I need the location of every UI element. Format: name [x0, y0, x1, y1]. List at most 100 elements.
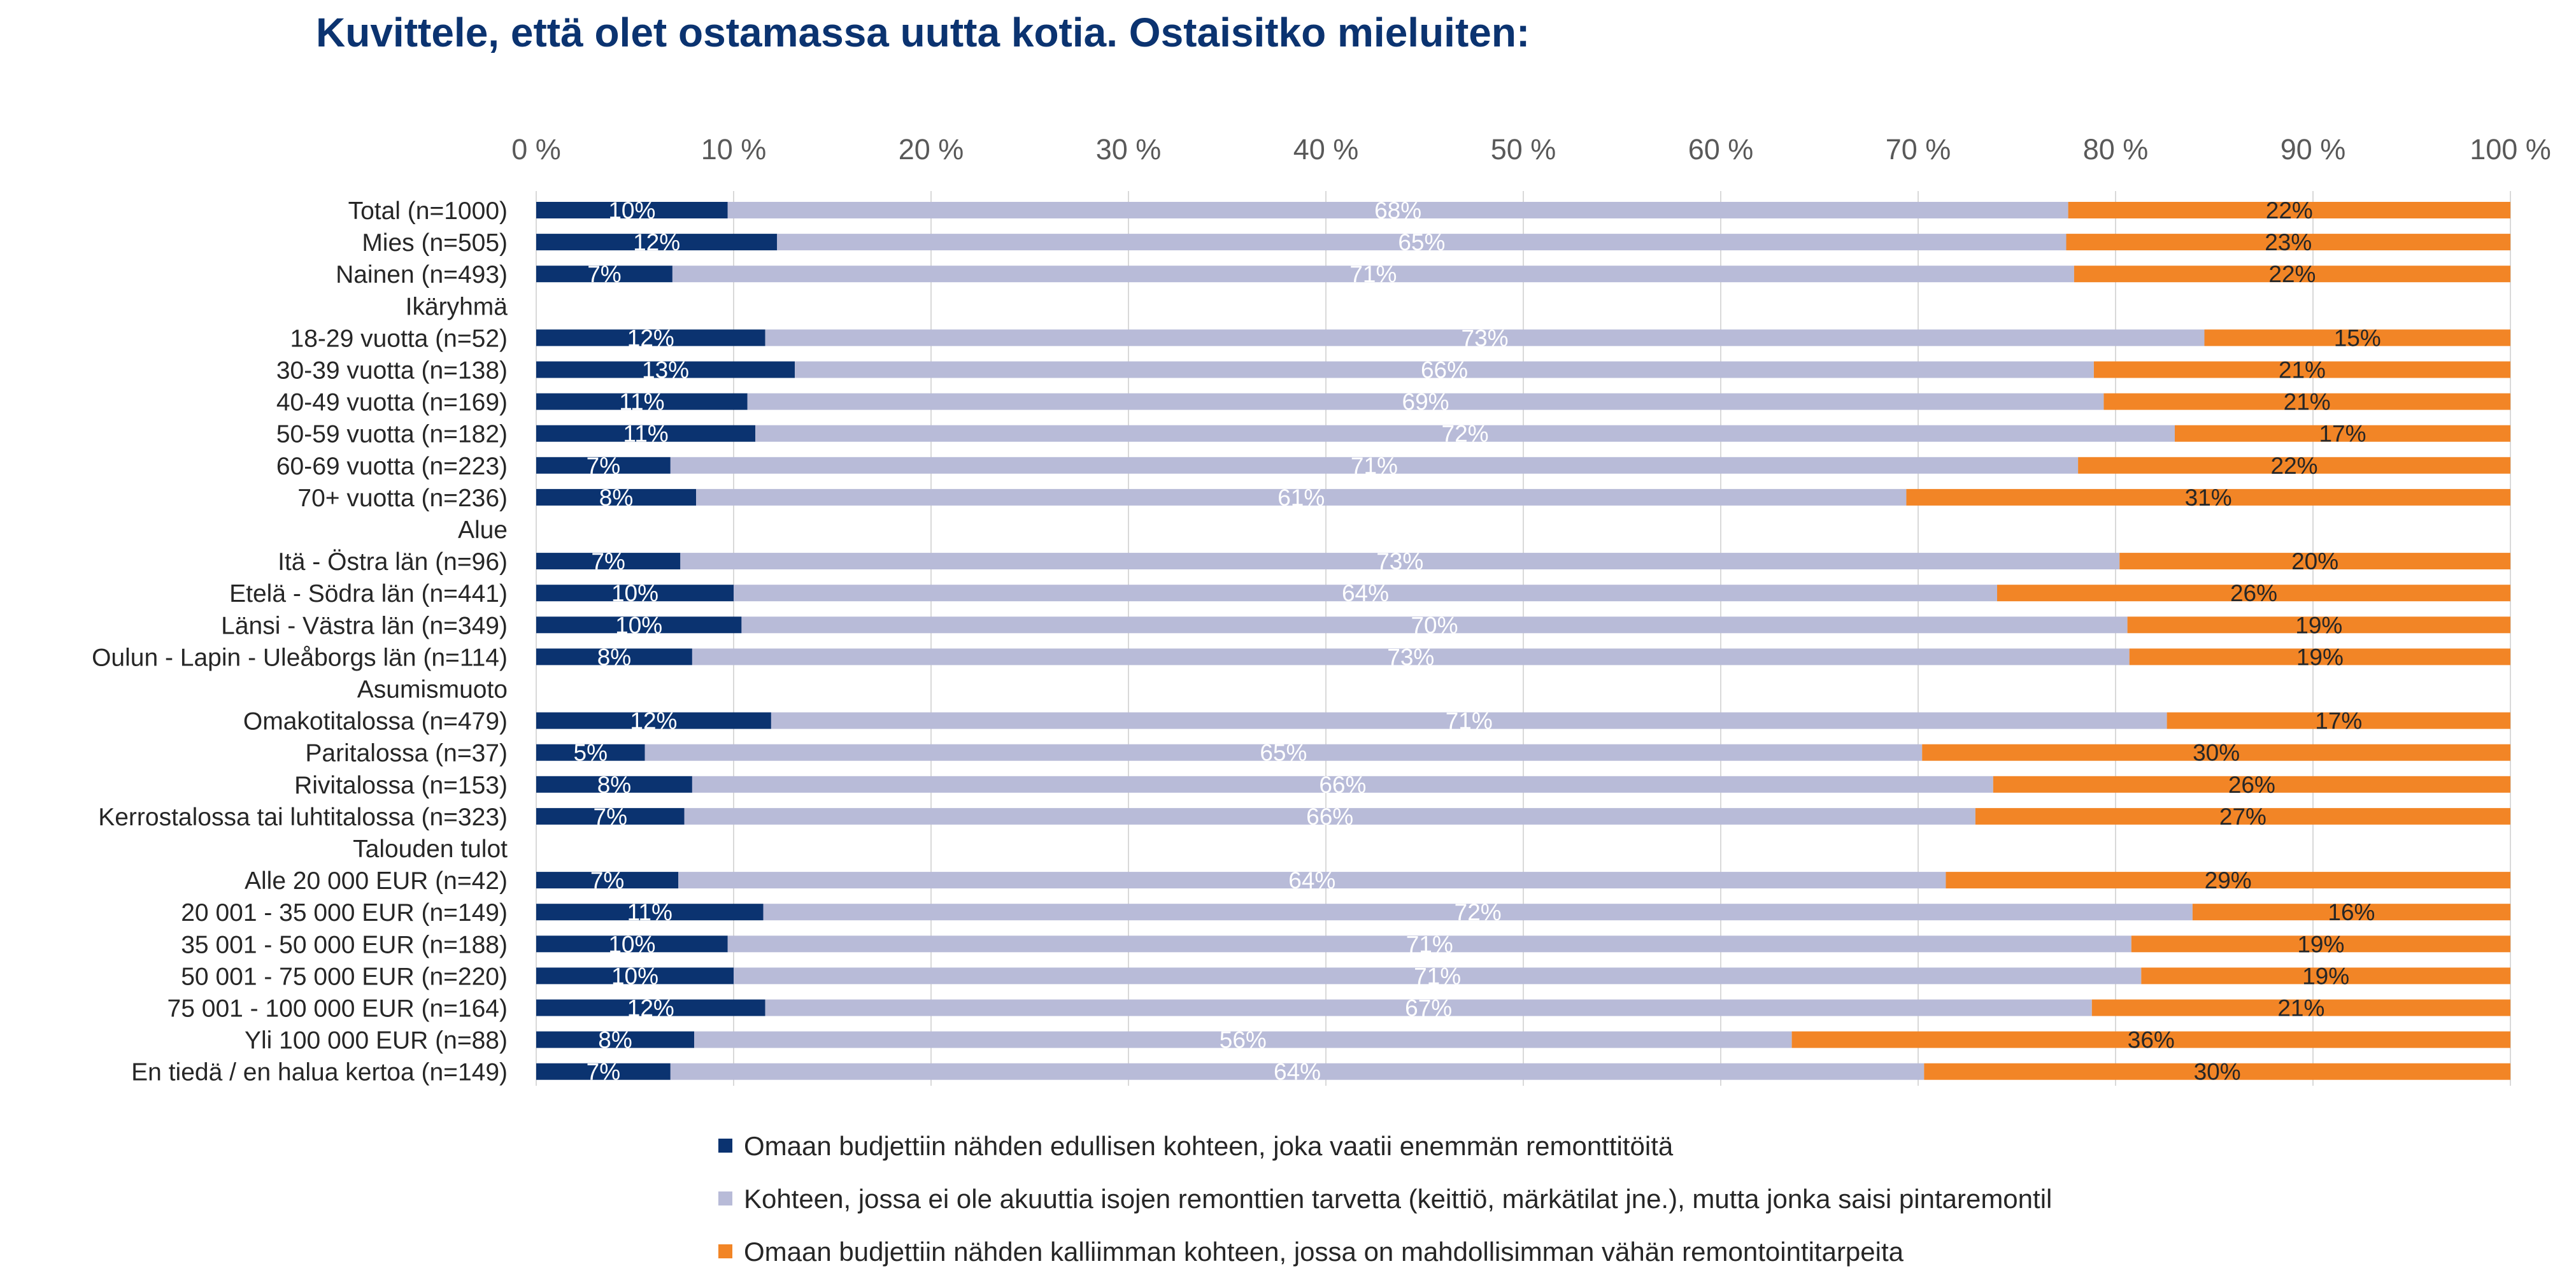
- data-label: 64%: [1288, 867, 1335, 893]
- data-label: 10%: [608, 931, 655, 957]
- category-label: Mies (n=505): [362, 229, 508, 257]
- legend-swatch: [718, 1244, 732, 1258]
- chart-title: Kuvittele, että olet ostamassa uutta kot…: [316, 10, 1530, 55]
- x-tick-label: 100 %: [2470, 133, 2551, 166]
- bar-segment-series-2: [771, 712, 2167, 729]
- data-label: 73%: [1387, 644, 1434, 670]
- bar-segment-series-2: [694, 1031, 1792, 1048]
- x-tick-label: 80 %: [2083, 133, 2149, 166]
- bar-segment-series-3: [1946, 872, 2510, 889]
- data-label: 19%: [2297, 931, 2344, 957]
- bar-segment-series-2: [670, 1063, 1925, 1080]
- data-label: 65%: [1260, 740, 1307, 766]
- category-label: Oulun - Lapin - Uleåborgs län (n=114): [92, 644, 508, 671]
- bar-segment-series-1: [536, 648, 692, 665]
- bar-segment-series-2: [747, 393, 2104, 410]
- bar-segment-series-1: [536, 425, 756, 442]
- data-label: 71%: [1446, 708, 1493, 734]
- data-label: 8%: [597, 772, 631, 798]
- data-label: 66%: [1319, 772, 1366, 798]
- legend-swatch: [718, 1191, 732, 1205]
- data-label: 10%: [611, 580, 658, 606]
- legend-label: Omaan budjettiin nähden kalliimman kohte…: [744, 1237, 1904, 1267]
- bar-segment-series-2: [741, 616, 2128, 634]
- legend-label: Omaan budjettiin nähden edullisen kohtee…: [744, 1131, 1674, 1161]
- data-label: 22%: [2268, 261, 2316, 287]
- data-label: 17%: [2315, 708, 2362, 734]
- x-tick-label: 70 %: [1886, 133, 1951, 166]
- bar-segment-series-1: [536, 712, 771, 729]
- bar-segment-series-2: [696, 488, 1907, 506]
- data-label: 12%: [633, 229, 680, 255]
- data-label: 36%: [2128, 1027, 2175, 1053]
- category-label: Nainen (n=493): [336, 261, 508, 288]
- bar-segment-series-3: [1975, 807, 2510, 825]
- data-label: 64%: [1274, 1059, 1321, 1085]
- bar-segment-series-3: [1906, 488, 2510, 506]
- x-tick-label: 20 %: [899, 133, 964, 166]
- x-tick-label: 60 %: [1688, 133, 1754, 166]
- bar-segment-series-2: [680, 553, 2120, 570]
- bar-segment-series-2: [692, 776, 1993, 793]
- bar-segment-series-1: [536, 202, 728, 218]
- bar-segment-series-1: [536, 935, 728, 953]
- data-label: 30%: [2193, 740, 2240, 766]
- data-label: 29%: [2205, 867, 2252, 893]
- data-label: 64%: [1342, 580, 1389, 606]
- data-label: 73%: [1462, 325, 1509, 351]
- data-label: 21%: [2277, 995, 2324, 1021]
- category-label: 40-49 vuotta (n=169): [276, 389, 508, 416]
- bar-segment-series-3: [1791, 1031, 2510, 1048]
- category-label: Alue: [458, 516, 508, 544]
- bar-segment-series-2: [727, 202, 2068, 218]
- x-tick-label: 10 %: [701, 133, 767, 166]
- bar-segment-series-3: [2103, 393, 2510, 410]
- data-label: 26%: [2228, 772, 2275, 798]
- bar-segment-series-3: [2141, 967, 2510, 985]
- data-label: 13%: [642, 357, 689, 383]
- data-label: 10%: [608, 197, 655, 224]
- bar-segment-series-3: [1993, 776, 2510, 793]
- data-label: 73%: [1376, 548, 1423, 574]
- bar-segment-series-3: [2093, 361, 2510, 378]
- data-label: 19%: [2302, 963, 2349, 989]
- data-label: 71%: [1414, 963, 1461, 989]
- category-label: 60-69 vuotta (n=223): [276, 453, 508, 480]
- bar-segment-series-1: [536, 904, 764, 921]
- category-label: Länsi - Västra län (n=349): [221, 612, 508, 639]
- data-label: 7%: [594, 804, 627, 830]
- category-label: Talouden tulot: [353, 835, 508, 863]
- bar-segment-series-3: [1924, 1063, 2510, 1080]
- category-label: 50-59 vuotta (n=182): [276, 421, 508, 448]
- bar-segment-series-3: [2129, 648, 2510, 665]
- bar-segment-series-2: [777, 234, 2067, 251]
- x-tick-label: 30 %: [1096, 133, 1162, 166]
- bar-segment-series-3: [1997, 585, 2510, 602]
- bar-segment-series-1: [536, 393, 748, 410]
- category-label: Total (n=1000): [348, 197, 508, 225]
- category-label: 70+ vuotta (n=236): [297, 485, 508, 512]
- data-label: 7%: [587, 453, 620, 479]
- bar-segment-series-3: [2119, 553, 2510, 570]
- data-label: 7%: [590, 867, 624, 893]
- data-label: 16%: [2328, 899, 2375, 925]
- data-label: 11%: [619, 389, 664, 415]
- bar-segment-series-2: [734, 967, 2142, 985]
- bar-segment-series-3: [2167, 712, 2510, 729]
- bar-segment-series-3: [2078, 457, 2510, 474]
- data-label: 70%: [1411, 612, 1458, 638]
- bar-segment-series-3: [2204, 329, 2510, 346]
- bar-segment-series-2: [644, 744, 1923, 761]
- bar-segment-series-1: [536, 1031, 694, 1048]
- data-label: 66%: [1306, 804, 1353, 830]
- bar-segment-series-2: [795, 361, 2094, 378]
- category-label: 30-39 vuotta (n=138): [276, 357, 508, 385]
- data-label: 69%: [1402, 389, 1449, 415]
- data-label: 17%: [2319, 421, 2366, 447]
- bar-segment-series-2: [734, 585, 1997, 602]
- x-tick-label: 90 %: [2281, 133, 2346, 166]
- category-label: Omakotitalossa (n=479): [243, 708, 508, 736]
- category-label: En tiedä / en halua kertoa (n=149): [131, 1059, 508, 1086]
- category-label: 20 001 - 35 000 EUR (n=149): [181, 899, 508, 927]
- legend: Omaan budjettiin nähden edullisen kohtee…: [718, 1131, 2052, 1267]
